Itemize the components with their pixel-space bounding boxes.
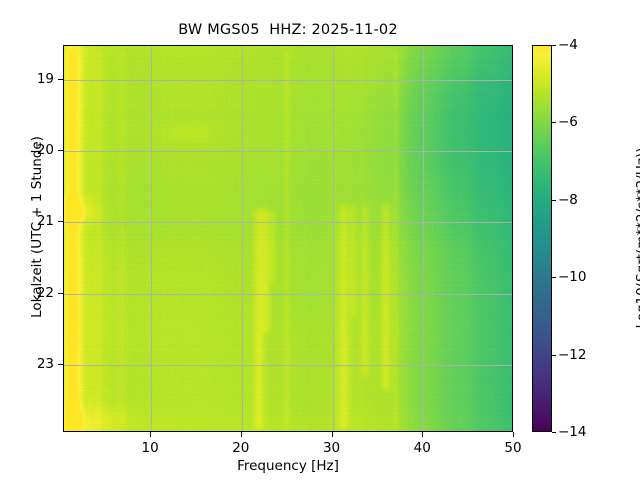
colorbar-tick-mark bbox=[552, 432, 556, 434]
page-title: BW MGS05 HHZ: 2025-11-02 bbox=[178, 22, 398, 38]
x-tick-mark bbox=[331, 432, 333, 437]
gridline-horizontal bbox=[64, 80, 512, 81]
y-tick-label: 22 bbox=[36, 284, 54, 301]
x-tick-label: 30 bbox=[322, 440, 341, 456]
colorbar-tick-label: −6 bbox=[558, 114, 578, 131]
y-tick-label: 20 bbox=[36, 141, 54, 158]
x-tick-mark bbox=[150, 432, 152, 437]
colorbar-tick-mark bbox=[552, 199, 556, 201]
y-tick-mark bbox=[58, 78, 63, 80]
colorbar-tick-mark bbox=[552, 122, 556, 124]
gridline-vertical bbox=[333, 46, 334, 431]
x-tick-mark bbox=[240, 432, 242, 437]
x-tick-label: 10 bbox=[141, 440, 159, 456]
colorbar-label: Log10(Sqrt(m**2/s**2/Hz)) bbox=[634, 147, 640, 329]
x-axis-label: Frequency [Hz] bbox=[237, 458, 339, 474]
colorbar-gradient bbox=[533, 46, 551, 431]
y-tick-label: 19 bbox=[36, 70, 54, 87]
x-tick-mark bbox=[513, 432, 515, 437]
colorbar-tick-mark bbox=[552, 45, 556, 47]
colorbar-tick-mark bbox=[552, 277, 556, 279]
colorbar-tick-label: −10 bbox=[558, 269, 587, 286]
y-tick-mark bbox=[58, 364, 63, 366]
y-tick-mark bbox=[58, 149, 63, 152]
x-tick-label: 20 bbox=[232, 440, 250, 456]
spectrogram-plot-area bbox=[63, 45, 513, 432]
colorbar-tick-label: −8 bbox=[558, 191, 578, 208]
gridline-vertical bbox=[151, 46, 152, 431]
colorbar-tick-label: −12 bbox=[558, 346, 587, 363]
y-tick-label: 23 bbox=[36, 356, 54, 373]
y-axis-label: Lokalzeit (UTC + 1 Stunde) bbox=[29, 136, 45, 318]
colorbar-tick-mark bbox=[552, 354, 556, 356]
x-tick-mark bbox=[422, 432, 424, 437]
colorbar-tick-label: −4 bbox=[558, 37, 578, 53]
gridline-horizontal bbox=[64, 222, 512, 223]
gridline-vertical bbox=[423, 46, 424, 431]
colorbar-tick-label: −14 bbox=[558, 424, 587, 440]
x-tick-label: 40 bbox=[413, 440, 431, 456]
gridline-vertical bbox=[242, 46, 243, 431]
gridline-horizontal bbox=[64, 151, 512, 152]
y-tick-label: 21 bbox=[36, 213, 54, 230]
gridline-horizontal bbox=[64, 294, 512, 295]
spectrogram-image bbox=[64, 46, 512, 431]
colorbar bbox=[532, 45, 552, 432]
y-tick-mark bbox=[58, 292, 63, 294]
x-tick-label: 50 bbox=[504, 440, 522, 456]
gridline-horizontal bbox=[64, 365, 512, 366]
y-tick-mark bbox=[58, 221, 63, 223]
